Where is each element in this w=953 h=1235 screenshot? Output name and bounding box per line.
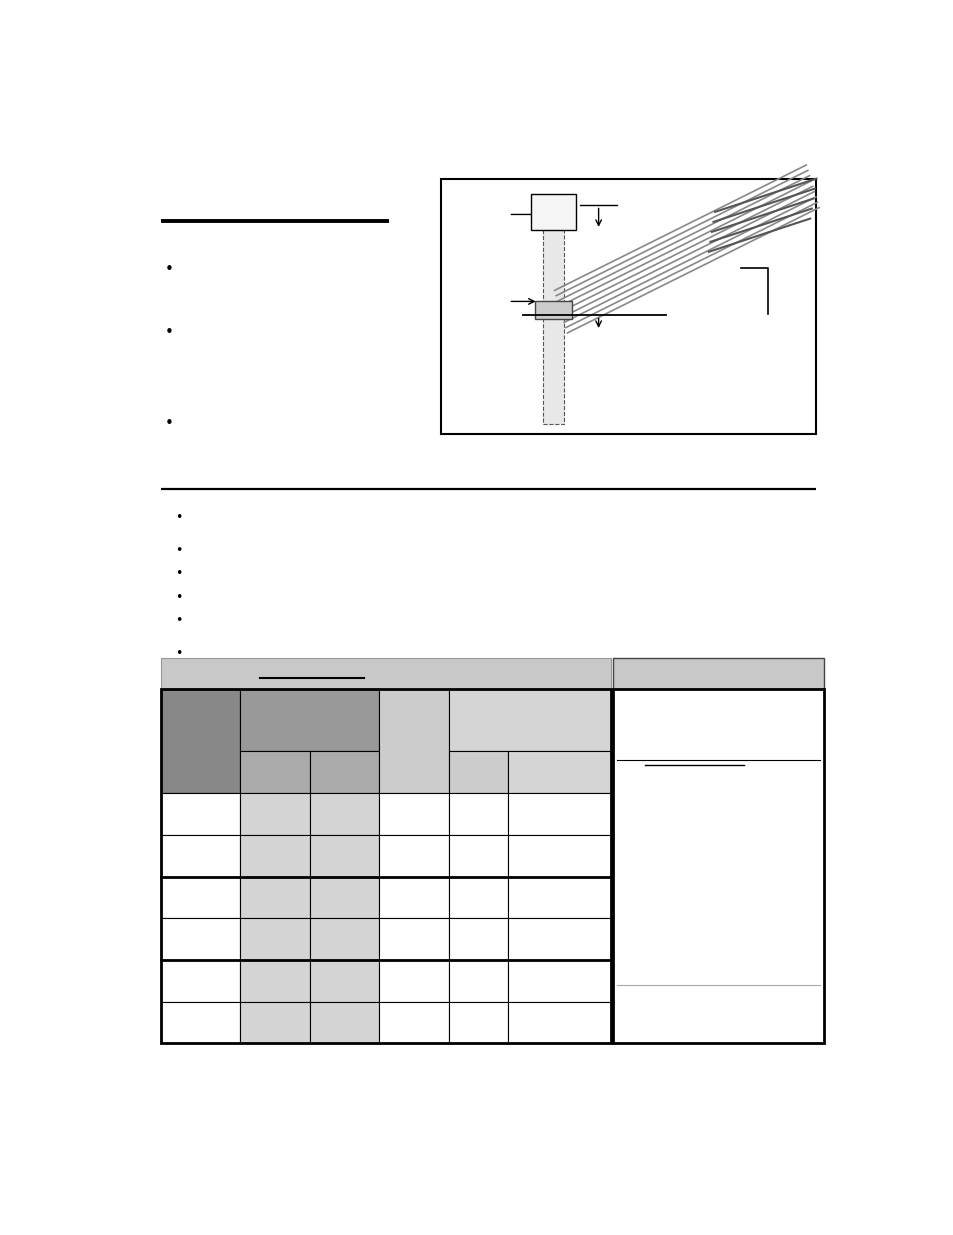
Bar: [507, 751, 610, 793]
Bar: [161, 835, 240, 877]
Text: •: •: [174, 647, 182, 659]
Text: •: •: [174, 567, 182, 579]
Bar: [379, 793, 449, 835]
Bar: [310, 793, 379, 835]
Bar: [379, 1002, 449, 1044]
Bar: [507, 1002, 610, 1044]
Bar: [310, 960, 379, 1002]
Bar: [161, 689, 610, 1044]
Bar: [161, 793, 240, 835]
Bar: [449, 751, 507, 793]
Bar: [240, 919, 310, 960]
Bar: [310, 835, 379, 877]
Bar: [240, 793, 310, 835]
Bar: [449, 835, 507, 877]
Bar: [449, 919, 507, 960]
Bar: [310, 919, 379, 960]
Bar: [310, 877, 379, 919]
Text: •: •: [174, 614, 182, 627]
Text: •: •: [174, 543, 182, 557]
Bar: [310, 1002, 379, 1044]
Text: •: •: [165, 262, 173, 278]
Bar: [240, 689, 379, 751]
Bar: [507, 877, 610, 919]
Bar: [507, 793, 610, 835]
Bar: [613, 689, 823, 1044]
Bar: [240, 877, 310, 919]
Bar: [379, 960, 449, 1002]
Bar: [310, 751, 379, 793]
Text: •: •: [165, 415, 173, 431]
Bar: [379, 689, 449, 793]
Bar: [613, 658, 823, 689]
Bar: [507, 835, 610, 877]
Bar: [379, 835, 449, 877]
Bar: [449, 689, 610, 751]
Bar: [161, 960, 240, 1002]
Text: •: •: [174, 590, 182, 604]
Bar: [440, 179, 816, 435]
Text: •: •: [165, 325, 173, 340]
Bar: [507, 960, 610, 1002]
Bar: [240, 960, 310, 1002]
Bar: [449, 793, 507, 835]
Bar: [507, 919, 610, 960]
Bar: [449, 960, 507, 1002]
Bar: [240, 1002, 310, 1044]
Bar: [161, 658, 610, 689]
Bar: [379, 919, 449, 960]
Text: •: •: [174, 510, 182, 524]
Bar: [240, 751, 310, 793]
Bar: [161, 877, 240, 919]
Bar: [530, 194, 576, 230]
Bar: [535, 301, 572, 320]
Bar: [240, 835, 310, 877]
Bar: [161, 689, 240, 793]
Bar: [161, 1002, 240, 1044]
Bar: [379, 877, 449, 919]
Bar: [161, 919, 240, 960]
Bar: [449, 877, 507, 919]
Bar: [542, 230, 563, 424]
Bar: [449, 1002, 507, 1044]
